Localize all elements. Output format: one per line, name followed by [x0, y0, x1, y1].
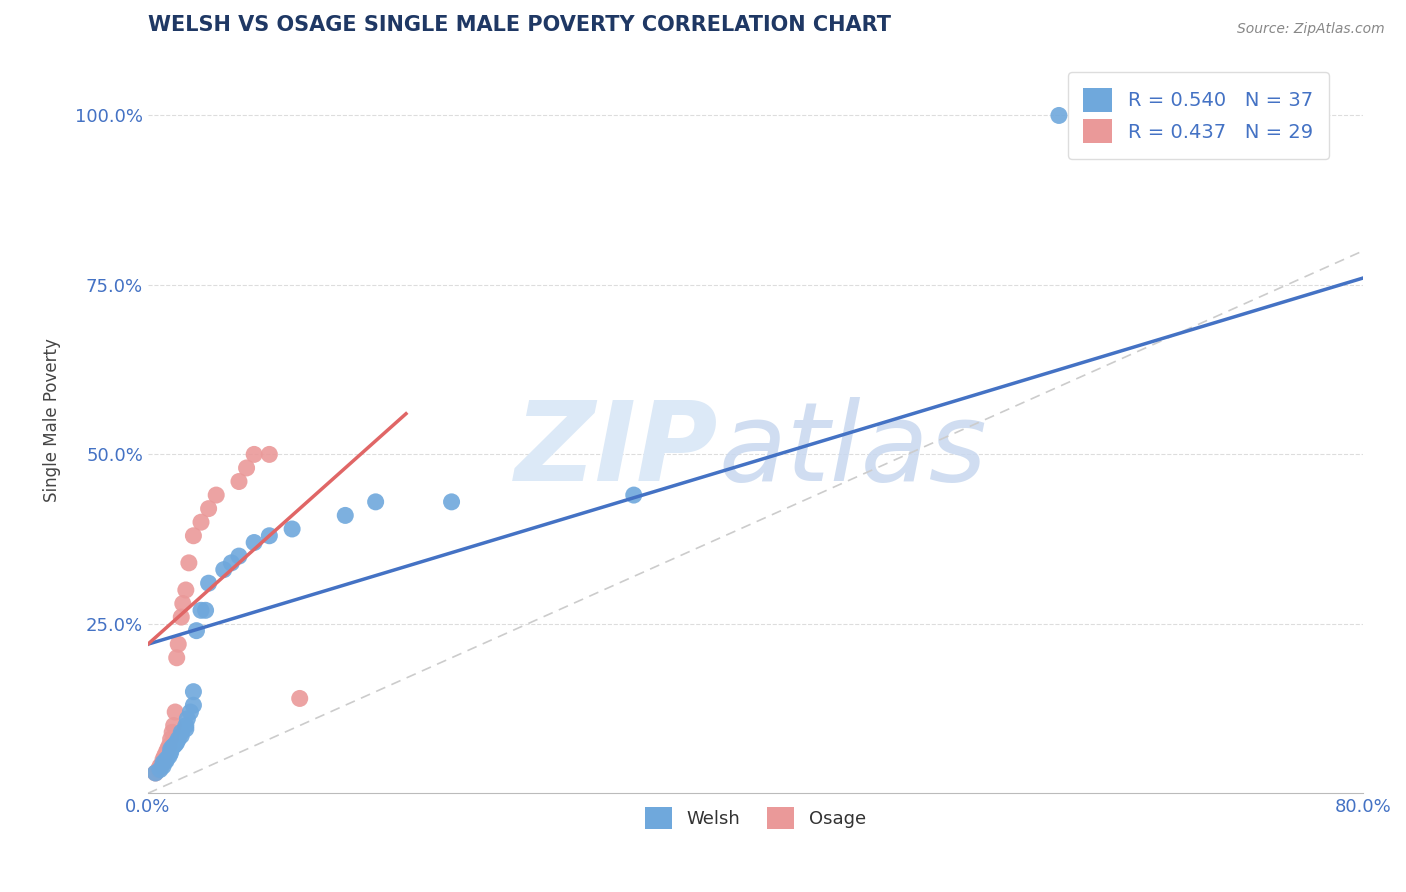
Point [157, 749, 180, 764]
Point [165, 705, 187, 719]
Point [259, 529, 281, 543]
Point [145, 766, 167, 780]
Point [440, 495, 463, 509]
Point [167, 637, 190, 651]
Point [160, 740, 183, 755]
Point [183, 529, 205, 543]
Point [335, 508, 357, 523]
Point [150, 757, 173, 772]
Point [179, 705, 201, 719]
Point [176, 712, 198, 726]
Point [190, 603, 212, 617]
Text: WELSH VS OSAGE SINGLE MALE POVERTY CORRELATION CHART: WELSH VS OSAGE SINGLE MALE POVERTY CORRE… [148, 15, 891, 35]
Point [145, 766, 167, 780]
Point [259, 447, 281, 461]
Point [221, 556, 243, 570]
Point [167, 732, 190, 747]
Point [197, 501, 219, 516]
Point [159, 732, 181, 747]
Point [155, 752, 177, 766]
Y-axis label: Single Male Poverty: Single Male Poverty [44, 339, 60, 502]
Point [235, 461, 257, 475]
Text: ZIP: ZIP [516, 397, 718, 504]
Point [159, 746, 181, 760]
Point [228, 549, 250, 563]
Point [165, 738, 187, 752]
Point [160, 725, 183, 739]
Point [623, 488, 645, 502]
Point [288, 691, 311, 706]
Point [155, 746, 177, 760]
Point [157, 739, 180, 753]
Point [166, 650, 188, 665]
Point [149, 763, 172, 777]
Point [174, 582, 197, 597]
Point [1047, 108, 1070, 122]
Point [281, 522, 304, 536]
Point [183, 684, 205, 698]
Point [163, 739, 186, 753]
Point [170, 725, 193, 739]
Point [152, 752, 174, 766]
Point [364, 495, 387, 509]
Point [155, 754, 177, 768]
Point [205, 488, 228, 502]
Legend: Welsh, Osage: Welsh, Osage [637, 800, 873, 837]
Point [186, 624, 208, 638]
Point [156, 742, 179, 756]
Point [152, 756, 174, 770]
Point [149, 759, 172, 773]
Point [174, 722, 197, 736]
Point [166, 735, 188, 749]
Point [183, 698, 205, 713]
Point [197, 576, 219, 591]
Point [170, 610, 193, 624]
Point [148, 763, 170, 777]
Point [243, 535, 266, 549]
Point [170, 729, 193, 743]
Point [194, 603, 217, 617]
Point [228, 475, 250, 489]
Point [152, 759, 174, 773]
Point [243, 447, 266, 461]
Point [172, 597, 194, 611]
Text: Source: ZipAtlas.com: Source: ZipAtlas.com [1237, 22, 1385, 37]
Point [174, 718, 197, 732]
Point [152, 756, 174, 770]
Point [153, 749, 176, 764]
Point [163, 718, 186, 732]
Text: atlas: atlas [718, 397, 987, 504]
Point [159, 742, 181, 756]
Point [190, 515, 212, 529]
Point [212, 563, 235, 577]
Point [177, 556, 200, 570]
